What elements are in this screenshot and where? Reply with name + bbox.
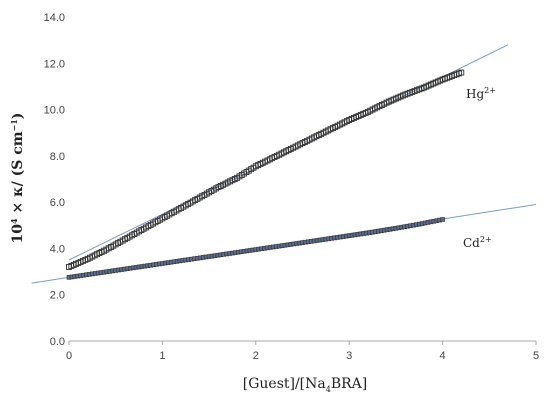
y-tick-label: 10.0 [44, 105, 65, 117]
data-point-cd [440, 217, 445, 222]
x-tick-label: 4 [440, 350, 446, 362]
series-label-cd-base: Cd [463, 236, 480, 250]
x-tick-label: 5 [533, 350, 539, 362]
x-axis-title-suffix: BRA] [331, 376, 367, 392]
x-tick-label: 2 [253, 350, 259, 362]
series-label-cd-sup: 2+ [480, 235, 492, 244]
y-axis-title-rest: × κ/ (S cm [10, 131, 26, 218]
x-axis-title-sub: 4 [326, 385, 331, 394]
y-tick-label: 8.0 [50, 151, 65, 163]
series-label-hg-sup: 2+ [484, 86, 496, 95]
y-tick-label: 0.0 [50, 336, 65, 348]
y-axis-title: 104 × κ/ (S cm−1) [9, 113, 26, 244]
data-point-hg [458, 69, 465, 76]
series-label-hg-base: Hg [466, 87, 484, 101]
y-tick-label: 6.0 [50, 197, 65, 209]
y-tick-label: 14.0 [44, 12, 65, 24]
x-axis-title: [Guest]/[Na4BRA] [243, 376, 368, 394]
x-tick-label: 0 [66, 350, 72, 362]
y-axis-title-sup2: −1 [9, 119, 19, 131]
data-markers [66, 69, 465, 280]
y-axis-title-sup: 4 [9, 218, 19, 224]
x-tick-label: 1 [159, 350, 165, 362]
y-axis-ticks: 0.0 2.0 4.0 6.0 8.0 10.0 12.0 14.0 [44, 12, 65, 348]
series-label-hg: Hg2+ [466, 86, 496, 101]
y-tick-label: 4.0 [50, 243, 65, 255]
y-tick-label: 12.0 [44, 58, 65, 70]
y-tick-label: 2.0 [50, 290, 65, 302]
series-label-cd: Cd2+ [463, 235, 492, 250]
x-tick-label: 3 [346, 350, 352, 362]
y-axis-title-close: ) [10, 113, 26, 120]
x-axis-title-prefix: [Guest]/[Na [243, 376, 326, 392]
x-axis-ticks: 0 1 2 3 4 5 [66, 341, 539, 362]
y-axis-title-prefix: 10 [10, 224, 26, 244]
